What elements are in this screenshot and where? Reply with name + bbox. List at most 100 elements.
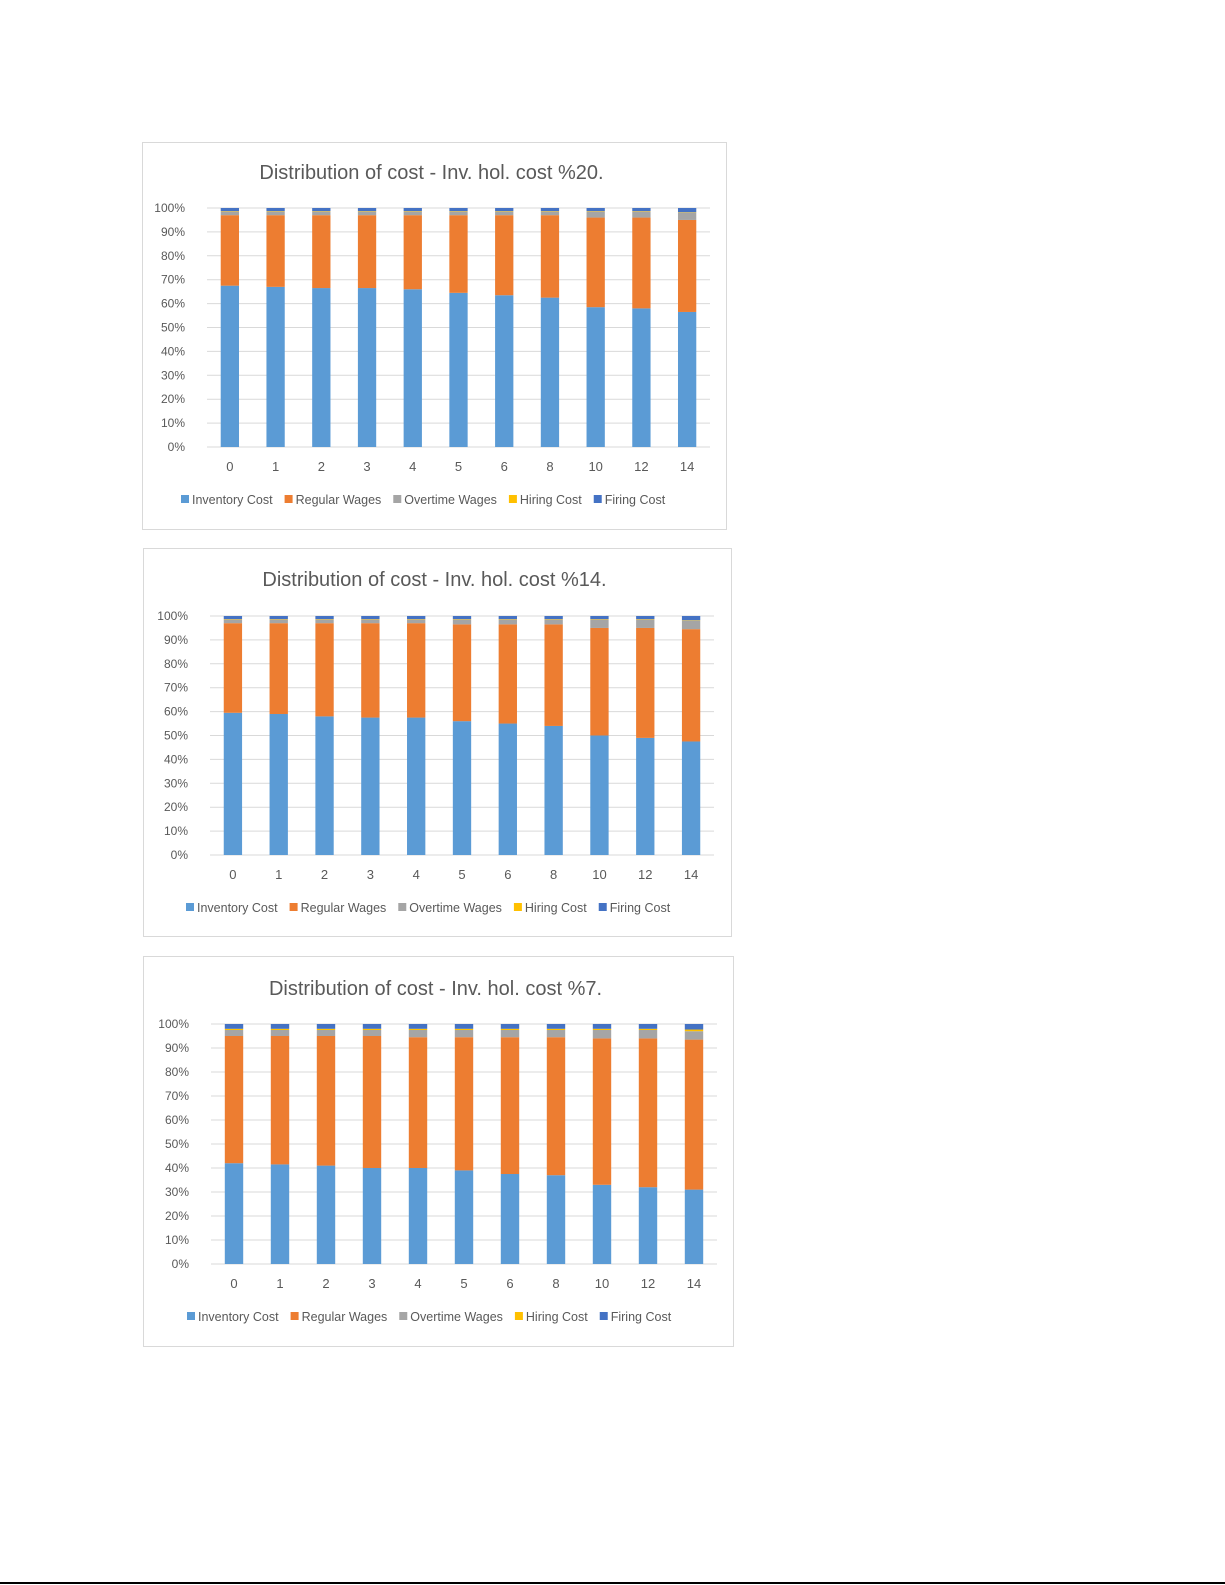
y-tick-label: 60%	[164, 705, 188, 719]
bar-segment-overtime-wages	[636, 619, 655, 628]
bar-segment-regular-wages	[266, 215, 285, 287]
bar-segment-firing-cost	[361, 616, 380, 620]
legend-label: Hiring Cost	[525, 901, 587, 915]
bar-segment-firing-cost	[500, 1024, 520, 1029]
y-tick-label: 30%	[165, 1185, 189, 1199]
bar-segment-regular-wages	[677, 219, 697, 312]
bar-segment-overtime-wages	[544, 619, 563, 625]
x-tick-label: 2	[322, 1276, 329, 1291]
bar-segment-inventory-cost	[636, 737, 655, 855]
bar-segment-inventory-cost	[586, 307, 605, 447]
bar-segment-firing-cost	[266, 208, 285, 212]
chart-title: Distribution of cost - Inv. hol. cost %1…	[262, 569, 606, 591]
bar-segment-regular-wages	[316, 1036, 336, 1166]
bar-segment-regular-wages	[498, 624, 517, 724]
bar-segment-regular-wages	[546, 1037, 566, 1176]
y-tick-label: 100%	[158, 1017, 189, 1031]
bar-segment-overtime-wages	[312, 211, 331, 216]
bar-segment-overtime-wages	[586, 211, 605, 218]
x-tick-label: 10	[588, 459, 602, 474]
bar-segment-firing-cost	[540, 208, 560, 212]
x-tick-label: 5	[460, 1276, 467, 1291]
bar-segment-inventory-cost	[312, 288, 331, 447]
bar-segment-inventory-cost	[590, 735, 609, 855]
bar-segment-inventory-cost	[454, 1170, 474, 1264]
bar-segment-overtime-wages	[269, 619, 288, 624]
bar-segment-regular-wages	[500, 1037, 520, 1174]
bar-segment-hiring-cost	[408, 1028, 428, 1030]
bar-segment-inventory-cost	[407, 717, 426, 855]
bar-segment-regular-wages	[408, 1037, 428, 1168]
bar-segment-overtime-wages	[546, 1030, 566, 1038]
bar-segment-regular-wages	[590, 627, 609, 736]
bar-segment-regular-wages	[454, 1037, 474, 1171]
x-tick-label: 12	[641, 1276, 655, 1291]
chart-svg-2: Distribution of cost - Inv. hol. cost %1…	[157, 569, 714, 915]
bar-segment-firing-cost	[312, 208, 331, 212]
y-tick-label: 30%	[164, 776, 188, 790]
legend-swatch	[399, 1312, 408, 1320]
legend-swatch	[186, 903, 194, 911]
legend-swatch	[284, 495, 293, 503]
bar-segment-inventory-cost	[408, 1168, 428, 1264]
y-tick-label: 70%	[161, 273, 185, 287]
x-tick-label: 1	[272, 459, 279, 474]
bar-segment-firing-cost	[403, 208, 422, 212]
legend-label: Firing Cost	[605, 493, 666, 507]
bar-segment-firing-cost	[590, 616, 609, 620]
chart-svg-3: Distribution of cost - Inv. hol. cost %7…	[158, 978, 717, 1324]
bar-segment-regular-wages	[362, 1036, 382, 1168]
bar-segment-overtime-wages	[452, 619, 472, 625]
bar-segment-regular-wages	[449, 215, 468, 293]
bar-segment-inventory-cost	[361, 717, 380, 855]
bar-segment-firing-cost	[592, 1024, 612, 1029]
y-tick-label: 100%	[157, 609, 188, 623]
bar-segment-firing-cost	[269, 616, 288, 620]
bar-segment-firing-cost	[316, 1024, 336, 1029]
y-tick-label: 70%	[165, 1089, 189, 1103]
bar-segment-firing-cost	[681, 616, 701, 621]
chart-panel-2: Distribution of cost - Inv. hol. cost %1…	[143, 548, 732, 937]
x-tick-label: 0	[230, 1276, 237, 1291]
bar-segment-hiring-cost	[592, 1028, 612, 1030]
bar-segment-regular-wages	[632, 217, 651, 309]
bar-segment-inventory-cost	[403, 289, 422, 447]
x-tick-label: 5	[458, 867, 465, 882]
bar-segment-firing-cost	[357, 208, 377, 212]
bar-segment-inventory-cost	[224, 1163, 244, 1264]
bar-segment-firing-cost	[224, 1024, 244, 1029]
bar-segment-inventory-cost	[544, 725, 563, 855]
legend-label: Inventory Cost	[198, 1310, 279, 1324]
bar-segment-inventory-cost	[449, 292, 468, 447]
bar-segment-regular-wages	[357, 215, 377, 289]
bar-segment-firing-cost	[454, 1024, 474, 1029]
bar-segment-firing-cost	[498, 616, 517, 620]
chart-panel-3: Distribution of cost - Inv. hol. cost %7…	[143, 956, 734, 1347]
y-tick-label: 80%	[165, 1065, 189, 1079]
legend-label: Firing Cost	[610, 901, 671, 915]
legend-swatch	[289, 903, 298, 911]
bar-segment-hiring-cost	[684, 1029, 704, 1032]
legend-swatch	[393, 495, 402, 503]
y-tick-label: 60%	[165, 1113, 189, 1127]
bar-segment-overtime-wages	[224, 1030, 244, 1036]
bar-segment-inventory-cost	[638, 1187, 658, 1264]
bar-segment-inventory-cost	[315, 716, 334, 855]
x-tick-label: 5	[455, 459, 462, 474]
bar-segment-inventory-cost	[681, 741, 701, 855]
bar-segment-firing-cost	[270, 1024, 290, 1029]
x-tick-label: 8	[550, 867, 557, 882]
legend-swatch	[593, 495, 602, 503]
legend-label: Overtime Wages	[404, 493, 497, 507]
bar-segment-overtime-wages	[408, 1030, 428, 1038]
bar-segment-firing-cost	[315, 616, 334, 620]
bar-segment-regular-wages	[403, 215, 422, 290]
bar-segment-inventory-cost	[540, 297, 560, 447]
bar-segment-hiring-cost	[362, 1028, 382, 1030]
bar-segment-regular-wages	[638, 1038, 658, 1188]
bar-segment-regular-wages	[452, 624, 472, 722]
x-tick-label: 6	[501, 459, 508, 474]
bar-segment-firing-cost	[636, 616, 655, 620]
bar-segment-regular-wages	[540, 215, 560, 298]
bar-segment-firing-cost	[407, 616, 426, 620]
